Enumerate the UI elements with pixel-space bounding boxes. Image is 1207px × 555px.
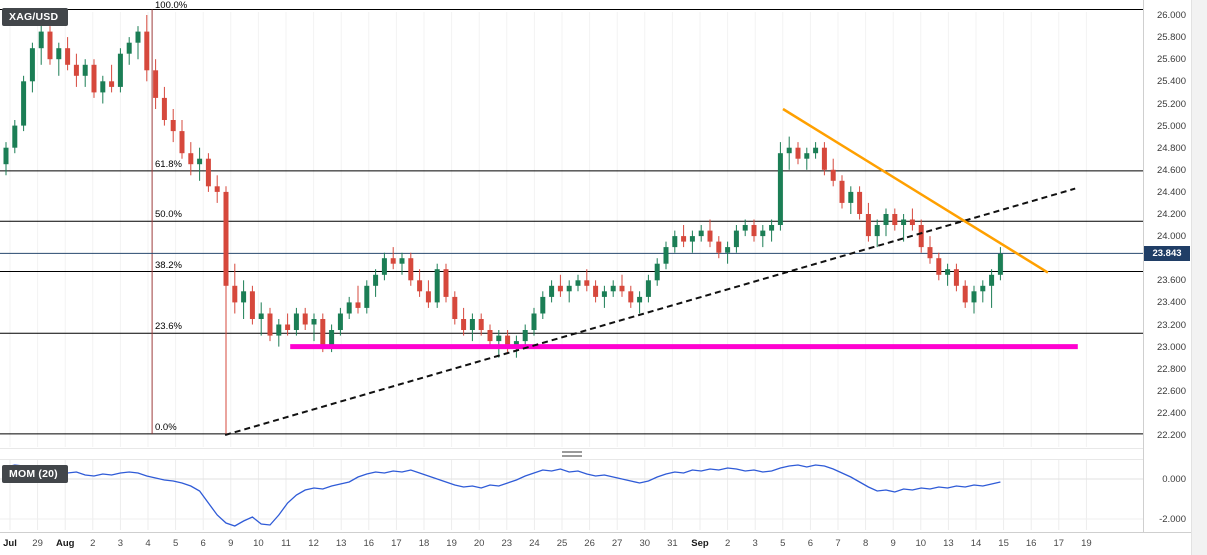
date-axis-label: 16 [1025, 538, 1037, 549]
price-axis-label: 25.200 [1156, 98, 1186, 110]
date-axis-label: 10 [915, 538, 927, 549]
date-axis-label: 9 [228, 538, 234, 549]
fibonacci-retracement [0, 9, 1143, 435]
price-axis-label: 23.600 [1156, 275, 1186, 287]
price-axis-label: 25.400 [1156, 76, 1186, 88]
mom-axis-label: -2.000 [1159, 514, 1186, 525]
date-axis-label: 10 [253, 538, 264, 549]
date-axis-label: 19 [1081, 538, 1092, 549]
date-axis-label: 16 [363, 538, 375, 549]
date-axis[interactable]: Jul 29 Aug 2 3 4 5 6 9 10 11 12 13 16 17 18 19 20 23 24 25 26… [0, 533, 1143, 555]
price-axis[interactable]: 26.000 25.800 25.600 25.400 25.200 25.000 24.8… [1144, 0, 1191, 532]
mom-axis-label: 0.000 [1162, 474, 1186, 485]
right-scrollbar[interactable] [1191, 0, 1207, 555]
price-axis-label: 24.200 [1156, 209, 1186, 220]
date-axis-label: 9 [890, 538, 896, 549]
date-axis-label: 6 [807, 538, 814, 549]
candles-group [3, 15, 1003, 434]
date-axis-label: Aug [55, 538, 75, 549]
date-axis-label: Jul [3, 538, 17, 549]
price-axis-label: 22.800 [1156, 363, 1186, 375]
trendline-ascending-support-dashed [224, 187, 1076, 436]
indicator-badge: MOM (20) [2, 465, 68, 483]
price-axis-label: 22.200 [1156, 430, 1186, 441]
date-axis-label: 2 [724, 538, 731, 549]
splitter-handle-icon[interactable] [562, 451, 582, 457]
date-axis-label: 30 [639, 538, 651, 549]
date-axis-label: 8 [862, 538, 869, 549]
price-axis-label: 26.000 [1156, 10, 1186, 21]
price-axis-label: 24.000 [1156, 231, 1186, 243]
price-axis-label: 22.400 [1156, 407, 1186, 419]
price-axis-label: 25.000 [1156, 120, 1186, 132]
price-axis-label: 25.800 [1156, 32, 1186, 44]
gridlines [9, 12, 1087, 530]
date-axis-label: Sep [691, 538, 709, 549]
date-axis-label: 6 [200, 538, 206, 549]
symbol-badge: XAG/USD [2, 8, 69, 26]
price-axis-label: 23.400 [1156, 297, 1186, 309]
date-axis-label: 31 [667, 538, 678, 549]
date-axis-label: 17 [391, 538, 402, 549]
date-axis-label: 18 [418, 538, 430, 549]
date-axis-label: 3 [752, 538, 758, 549]
price-axis-label: 23.200 [1156, 319, 1186, 331]
date-axis-label: 26 [584, 538, 595, 549]
date-axis-label: 15 [998, 538, 1009, 549]
current-price-badge: 23.843 [1144, 246, 1190, 261]
price-axis-label: 23.000 [1156, 341, 1186, 353]
price-axis-label: 25.600 [1156, 54, 1186, 66]
date-axis-label: 24 [529, 538, 540, 549]
price-axis-label: 22.600 [1156, 385, 1186, 397]
price-axis-label: 24.600 [1156, 164, 1186, 176]
date-axis-label: 11 [281, 538, 291, 549]
date-axis-label: 20 [473, 538, 485, 549]
date-axis-label: 4 [145, 538, 151, 549]
date-axis-label: 7 [835, 538, 841, 549]
date-axis-label: 13 [335, 538, 347, 549]
date-axis-label: 25 [556, 538, 568, 549]
date-axis-label: 12 [308, 538, 319, 549]
date-axis-label: 3 [117, 538, 124, 549]
date-axis-label: 27 [611, 538, 623, 549]
date-axis-label: 13 [943, 538, 954, 549]
date-axis-label: 29 [32, 538, 43, 549]
price-axis-label: 24.400 [1156, 186, 1186, 198]
date-axis-label: 17 [1053, 538, 1065, 549]
date-axis-label: 14 [970, 538, 982, 549]
price-axis-label: 24.800 [1156, 142, 1186, 154]
momentum-line [5, 464, 1001, 527]
date-axis-label: 2 [90, 538, 96, 549]
trendline-descending-resistance [782, 107, 1049, 274]
date-axis-label: 5 [172, 538, 179, 549]
date-axis-label: 19 [446, 538, 457, 549]
panel-splitter[interactable] [0, 449, 1143, 459]
date-axis-label: 5 [780, 538, 786, 549]
date-axis-label: 23 [501, 538, 513, 549]
